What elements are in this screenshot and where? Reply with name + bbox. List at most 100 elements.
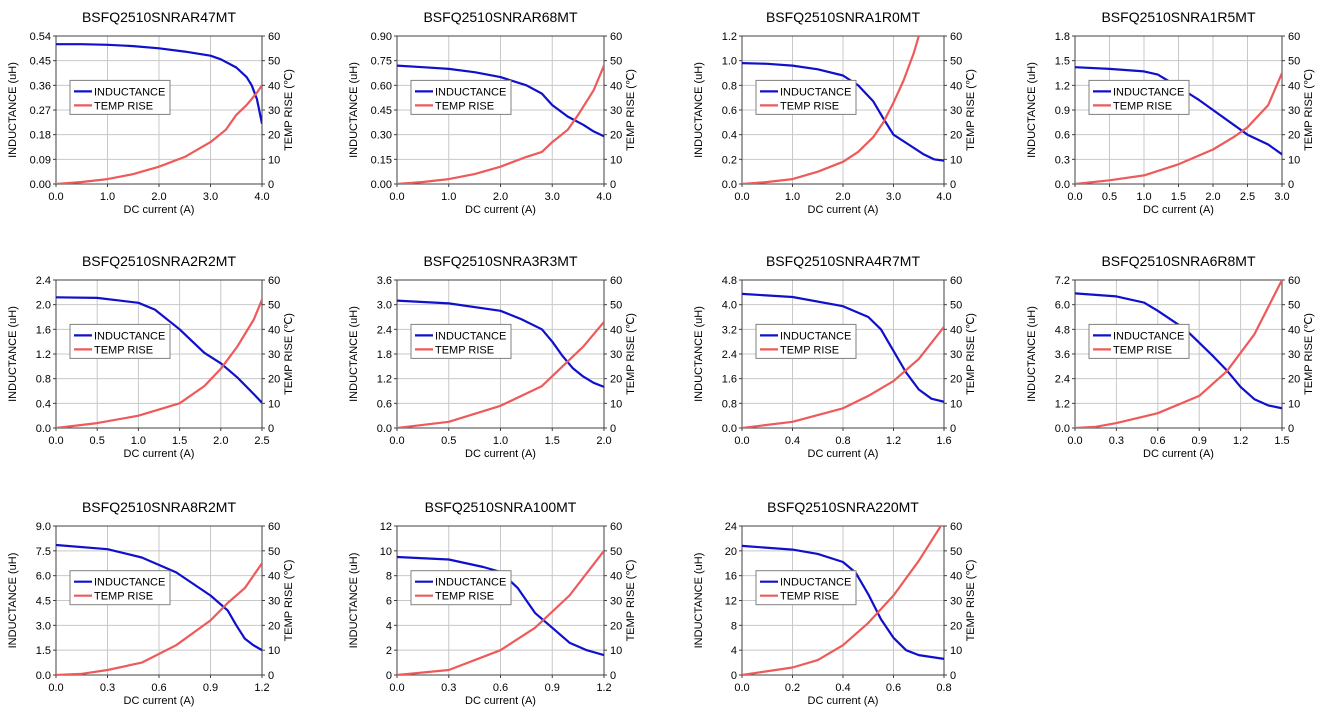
x-tick-label: 3.0 xyxy=(886,191,901,203)
y2-axis-label: TEMP RISE (℃) xyxy=(283,313,295,395)
temp-rise-line xyxy=(1075,280,1282,428)
chart-title: BSFQ2510SNRAR47MT xyxy=(82,9,237,25)
y-tick-label: 2.4 xyxy=(722,349,737,361)
y-tick-label: 0.8 xyxy=(36,374,51,386)
x-axis-label: DC current (A) xyxy=(465,448,536,460)
y-tick-label: 4 xyxy=(386,620,392,632)
chart-5: 0.0 0.4 0.8 1.2 1.6 2.0 2.4 0 10 20 30 40 50 60 0.0 0.5… xyxy=(7,253,295,460)
x-tick-label: 0.0 xyxy=(734,191,749,203)
y2-tick-label: 20 xyxy=(268,620,280,632)
y2-tick-label: 30 xyxy=(950,349,962,361)
y-tick-label: 6.0 xyxy=(1055,300,1070,312)
y2-tick-label: 0 xyxy=(268,423,274,435)
x-tick-label: 0.5 xyxy=(90,435,105,447)
inductance-line xyxy=(742,62,944,162)
chart-7: 0.0 0.8 1.6 2.4 3.2 4.0 4.8 0 10 20 30 40 50 60 0.0 0.4… xyxy=(693,253,977,460)
inductance-line xyxy=(397,64,604,138)
temp-rise-line xyxy=(397,65,604,184)
x-tick-label: 2.0 xyxy=(835,191,850,203)
x-tick-label: 0.8 xyxy=(835,435,850,447)
y-tick-label: 3.6 xyxy=(1055,349,1070,361)
chart-10: 0 2 4 6 8 10 12 0 10 20 30 40 50 60 0.0 0.3 0.6 0.9 1.2 BSF… xyxy=(348,499,637,707)
y2-tick-label: 40 xyxy=(950,80,962,92)
x-tick-label: 4.0 xyxy=(936,191,951,203)
y2-tick-label: 40 xyxy=(950,571,962,583)
y-tick-label: 1.2 xyxy=(1055,398,1070,410)
y2-axis-label: TEMP RISE (℃) xyxy=(965,69,977,151)
y2-tick-label: 40 xyxy=(610,80,622,92)
y2-tick-label: 30 xyxy=(950,105,962,117)
inductance-line xyxy=(56,43,262,124)
y2-tick-label: 20 xyxy=(1288,130,1300,142)
y-tick-label: 0.8 xyxy=(722,398,737,410)
y2-tick-label: 10 xyxy=(610,398,622,410)
y-tick-label: 1.0 xyxy=(722,56,737,68)
y2-tick-label: 30 xyxy=(1288,349,1300,361)
chart-title: BSFQ2510SNRA1R5MT xyxy=(1101,9,1256,25)
y-tick-label: 0.75 xyxy=(371,56,392,68)
x-axis-label: DC current (A) xyxy=(124,695,195,707)
y-tick-label: 20 xyxy=(725,546,737,558)
legend-temp-rise-label: TEMP RISE xyxy=(435,100,494,112)
y-axis-label: INDUCTANCE (uH) xyxy=(348,62,360,158)
y2-tick-label: 0 xyxy=(268,670,274,682)
y-tick-label: 0.2 xyxy=(722,154,737,166)
legend-inductance-label: INDUCTANCE xyxy=(780,330,851,342)
legend-temp-rise-label: TEMP RISE xyxy=(94,344,153,356)
y-tick-label: 1.2 xyxy=(1055,80,1070,92)
y-tick-label: 0.3 xyxy=(1055,154,1070,166)
x-tick-label: 0.9 xyxy=(1192,435,1207,447)
y-tick-label: 7.5 xyxy=(36,546,51,558)
x-tick-label: 1.5 xyxy=(172,435,187,447)
x-tick-label: 2.5 xyxy=(254,435,269,447)
chart-title: BSFQ2510SNRA2R2MT xyxy=(82,253,237,269)
y2-tick-label: 20 xyxy=(950,374,962,386)
y-axis-label: INDUCTANCE (uH) xyxy=(7,62,19,158)
x-axis-label: DC current (A) xyxy=(465,204,536,216)
y-tick-label: 1.8 xyxy=(1055,31,1070,43)
y2-tick-label: 20 xyxy=(950,620,962,632)
y-axis-label: INDUCTANCE (uH) xyxy=(348,306,360,402)
y2-tick-label: 50 xyxy=(950,56,962,68)
y2-tick-label: 10 xyxy=(950,398,962,410)
temp-rise-line xyxy=(397,550,604,675)
chart-3: 0.0 0.2 0.4 0.6 0.8 1.0 1.2 0 10 20 30 40 50 60 0.0 1.0… xyxy=(693,9,977,216)
y-tick-label: 1.6 xyxy=(36,324,51,336)
chart-title: BSFQ2510SNRA8R2MT xyxy=(82,499,237,515)
x-tick-label: 0.3 xyxy=(441,682,456,694)
y-tick-label: 7.2 xyxy=(1055,275,1070,287)
x-tick-label: 4.0 xyxy=(254,191,269,203)
y-tick-label: 0.0 xyxy=(1055,179,1070,191)
y2-tick-label: 0 xyxy=(950,179,956,191)
legend-temp-rise-label: TEMP RISE xyxy=(780,100,839,112)
y2-tick-label: 30 xyxy=(610,349,622,361)
y-tick-label: 0.8 xyxy=(722,80,737,92)
y2-axis-label: TEMP RISE (℃) xyxy=(1303,69,1315,151)
y2-tick-label: 50 xyxy=(1288,56,1300,68)
y2-tick-label: 10 xyxy=(1288,398,1300,410)
y-tick-label: 3.6 xyxy=(377,275,392,287)
y2-tick-label: 10 xyxy=(950,645,962,657)
y2-tick-label: 50 xyxy=(1288,300,1300,312)
legend-inductance-label: INDUCTANCE xyxy=(435,330,506,342)
y2-axis-label: TEMP RISE (℃) xyxy=(625,560,637,642)
y2-axis-label: TEMP RISE (℃) xyxy=(283,69,295,151)
inductance-line xyxy=(56,296,262,404)
y2-tick-label: 60 xyxy=(610,31,622,43)
legend-temp-rise-label: TEMP RISE xyxy=(780,344,839,356)
temp-rise-line xyxy=(1075,72,1282,184)
y2-axis-label: TEMP RISE (℃) xyxy=(625,69,637,151)
x-axis-label: DC current (A) xyxy=(808,204,879,216)
y-tick-label: 0.00 xyxy=(371,179,392,191)
inductance-line xyxy=(1075,66,1282,156)
chart-8: 0.0 1.2 2.4 3.6 4.8 6.0 7.2 0 10 20 30 40 50 60 0.0 0.3… xyxy=(1026,253,1315,460)
x-tick-label: 0.9 xyxy=(203,682,218,694)
x-tick-label: 3.0 xyxy=(1274,191,1289,203)
x-tick-label: 0.3 xyxy=(1109,435,1124,447)
y-axis-label: INDUCTANCE (uH) xyxy=(7,553,19,649)
y2-tick-label: 60 xyxy=(268,31,280,43)
chart-4: 0.0 0.3 0.6 0.9 1.2 1.5 1.8 0 10 20 30 40 50 60 0.0 0.5… xyxy=(1026,9,1315,216)
y2-tick-label: 60 xyxy=(1288,31,1300,43)
legend-temp-rise-label: TEMP RISE xyxy=(780,591,839,603)
